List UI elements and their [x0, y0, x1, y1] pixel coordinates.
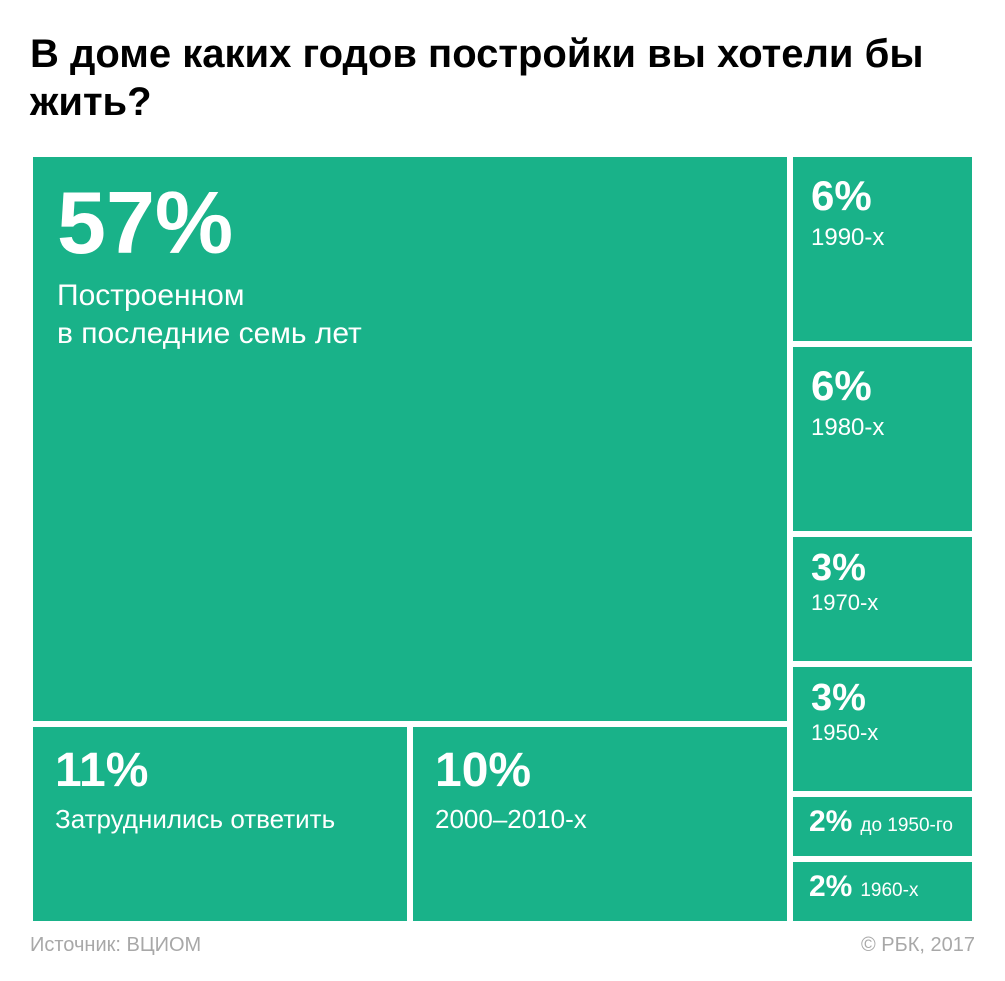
cell-label: 1960-х [860, 879, 918, 903]
cell-percent: 11% [55, 747, 385, 795]
treemap-container: 57% Построенномв последние семь лет 11% Зат… [30, 154, 975, 924]
cell-label: Построенномв последние семь лет [57, 277, 763, 352]
cell-percent: 6% [811, 365, 954, 407]
cell-percent: 2% [809, 872, 852, 902]
cell-percent: 3% [811, 679, 954, 717]
cell-percent: 6% [811, 175, 954, 217]
treemap-cell-1980s: 6% 1980-х [790, 344, 975, 534]
source-text: Источник: ВЦИОМ [30, 934, 201, 957]
cell-label: до 1950-го [860, 814, 953, 838]
treemap-cell-1960s: 2% 1960-х [790, 859, 975, 924]
cell-percent: 57% [57, 179, 763, 267]
footer: Источник: ВЦИОМ © РБК, 2017 [30, 934, 975, 957]
treemap-cell-recent7: 57% Построенномв последние семь лет [30, 154, 790, 724]
cell-label: Затруднились ответить [55, 803, 385, 836]
treemap-cell-1970s: 3%1970-х [790, 534, 975, 664]
chart-title: В доме каких годов постройки вы хотели б… [30, 30, 975, 126]
treemap-cell-2000_2010: 10% 2000–2010-х [410, 724, 790, 924]
cell-percent: 10% [435, 747, 765, 795]
cell-percent: 3% [811, 549, 954, 587]
cell-label: 1950-х [811, 719, 954, 747]
treemap-cell-1990s: 6% 1990-х [790, 154, 975, 344]
cell-label: 1980-х [811, 413, 954, 443]
treemap-cell-pre1950: 2% до 1950-го [790, 794, 975, 859]
cell-label: 1970-х [811, 589, 954, 617]
cell-label: 2000–2010-х [435, 803, 765, 836]
copyright-text: © РБК, 2017 [861, 934, 975, 957]
treemap-cell-dunno: 11% Затруднились ответить [30, 724, 410, 924]
cell-percent: 2% [809, 807, 852, 837]
treemap-cell-1950s: 3%1950-х [790, 664, 975, 794]
cell-label: 1990-х [811, 223, 954, 253]
